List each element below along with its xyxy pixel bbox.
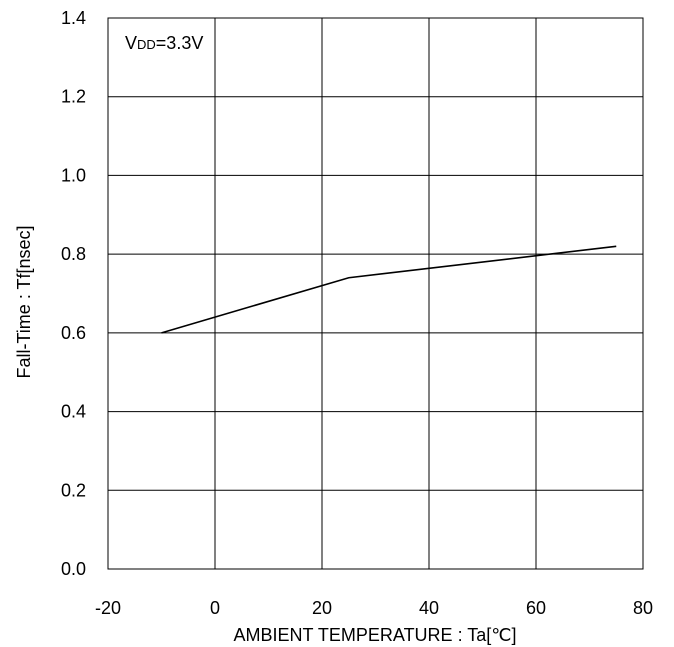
- condition-annotation: VDD=3.3V: [125, 33, 203, 53]
- y-axis-title: Fall-Time : Tf[nsec]: [14, 225, 34, 378]
- y-tick-label: 0.6: [61, 323, 86, 343]
- x-tick-label: 0: [210, 598, 220, 618]
- x-tick-label: -20: [95, 598, 121, 618]
- y-tick-label: 0.0: [61, 559, 86, 579]
- y-tick-label: 0.4: [61, 402, 86, 422]
- series-line: [161, 245, 617, 334]
- x-tick-label: 60: [526, 598, 546, 618]
- y-tick-labels: 0.0 0.2 0.4 0.6 0.8 1.0 1.2 1.4: [61, 8, 86, 579]
- y-tick-label: 1.4: [61, 8, 86, 28]
- y-tick-label: 0.2: [61, 480, 86, 500]
- x-tick-label: 40: [419, 598, 439, 618]
- y-tick-label: 1.0: [61, 165, 86, 185]
- x-tick-label: 20: [312, 598, 332, 618]
- grid: [107, 17, 644, 570]
- y-tick-label: 0.8: [61, 244, 86, 264]
- x-tick-label: 80: [633, 598, 653, 618]
- x-tick-labels: -20 0 20 40 60 80: [95, 598, 653, 618]
- y-tick-label: 1.2: [61, 87, 86, 107]
- x-axis-title: AMBIENT TEMPERATURE : Ta[℃]: [234, 625, 517, 645]
- plot-frame: [107, 17, 644, 570]
- series-layer: [161, 245, 617, 334]
